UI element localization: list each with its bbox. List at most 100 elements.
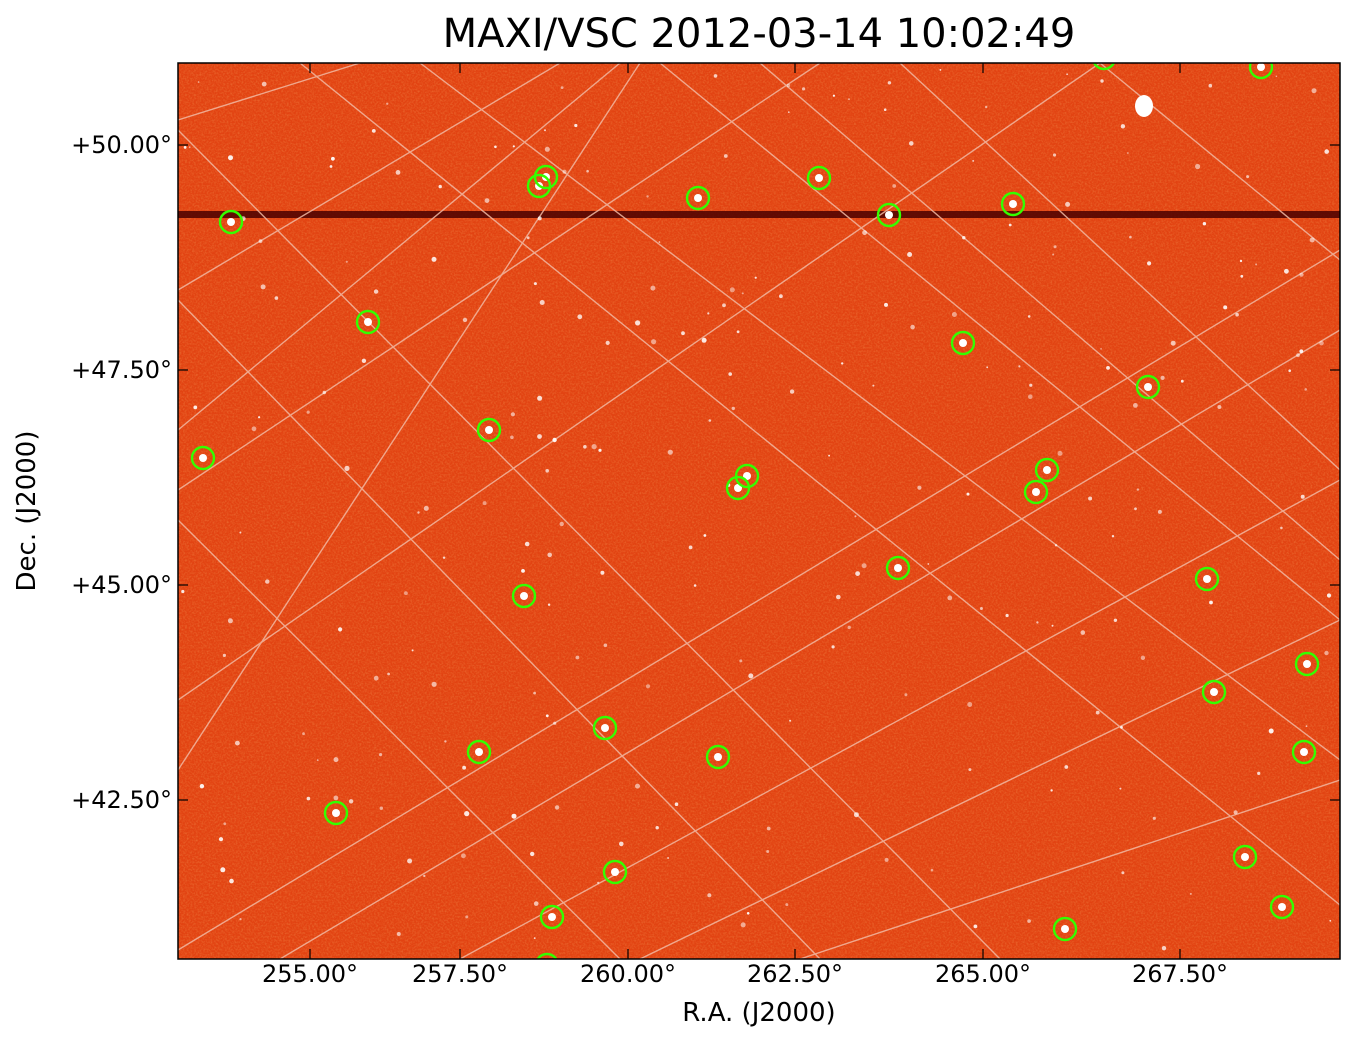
faint-source [786, 83, 791, 88]
faint-source [1195, 163, 1201, 170]
faint-source [537, 434, 542, 439]
faint-source [1246, 175, 1250, 179]
faint-source [1064, 765, 1069, 769]
source-marker [476, 417, 502, 443]
faint-source [302, 732, 305, 736]
point-source [734, 484, 742, 492]
faint-source [729, 287, 735, 293]
faint-source [188, 146, 191, 149]
source-marker [876, 202, 902, 228]
faint-source [1240, 274, 1244, 278]
faint-source [1121, 871, 1125, 875]
faint-source [512, 145, 515, 148]
faint-source [484, 198, 490, 204]
x-tick-label: 255.00° [262, 960, 358, 988]
faint-source [972, 159, 975, 162]
source-marker [885, 555, 911, 581]
faint-source [251, 426, 257, 432]
point-source [743, 472, 751, 480]
faint-source [547, 603, 551, 606]
faint-source [848, 98, 850, 101]
faint-source [379, 806, 383, 810]
source-marker [1092, 63, 1116, 71]
grid-line [178, 299, 821, 959]
grid-line [759, 63, 1340, 561]
faint-source [395, 170, 401, 175]
faint-source [199, 784, 205, 789]
faint-source [1088, 496, 1093, 501]
faint-source [239, 531, 242, 534]
faint-source [1120, 725, 1123, 729]
faint-source [650, 285, 656, 291]
faint-source [218, 837, 224, 842]
x-tick-label: 257.50° [412, 960, 508, 988]
faint-source [361, 358, 367, 363]
x-tick-label: 260.00° [580, 960, 676, 988]
faint-source [1057, 450, 1063, 456]
grid-line [639, 619, 1340, 959]
faint-source [836, 594, 841, 600]
faint-source [329, 165, 333, 168]
source-marker [1135, 374, 1161, 400]
grid-line [178, 63, 361, 121]
faint-source [1095, 710, 1100, 715]
faint-source [533, 282, 537, 286]
faint-source [962, 236, 966, 240]
point-source [1100, 54, 1108, 62]
source-marker [1194, 566, 1220, 592]
source-marker [685, 185, 711, 211]
dark-stripe [178, 211, 1340, 218]
source-marker [950, 330, 976, 356]
point-source [1300, 748, 1308, 756]
faint-source [575, 655, 580, 660]
grid-line [178, 129, 1001, 959]
faint-source [731, 406, 735, 411]
faint-source [703, 534, 707, 537]
point-source [885, 211, 893, 219]
faint-source [1170, 340, 1176, 346]
faint-source [847, 625, 851, 630]
faint-source [1100, 79, 1104, 83]
faint-source [651, 339, 657, 345]
faint-source [348, 799, 354, 804]
source-marker [511, 583, 537, 609]
faint-source [338, 627, 343, 632]
source-marker [1023, 479, 1049, 505]
source-marker [1201, 679, 1227, 705]
faint-source [986, 366, 989, 369]
faint-source [1052, 153, 1057, 157]
faint-source [442, 556, 446, 559]
faint-source [1008, 223, 1012, 227]
faint-source [533, 901, 539, 906]
grid-line [899, 63, 1340, 471]
faint-source [552, 437, 557, 443]
faint-source [1288, 369, 1291, 373]
point-source [548, 913, 556, 921]
x-tick-label: 267.50° [1132, 960, 1228, 988]
faint-source [423, 874, 426, 878]
faint-source [583, 445, 587, 449]
faint-source [828, 454, 830, 457]
faint-source [646, 195, 649, 198]
faint-source [431, 681, 437, 687]
faint-source [193, 405, 198, 410]
point-source [485, 426, 493, 434]
faint-source [1036, 621, 1039, 624]
faint-source [979, 607, 983, 610]
faint-source [1127, 152, 1129, 154]
grid-line [178, 63, 641, 771]
faint-source [861, 563, 867, 569]
faint-source [789, 389, 795, 394]
source-markers [190, 63, 1320, 959]
faint-source [562, 169, 567, 174]
faint-source [887, 81, 892, 85]
grid-line [178, 63, 561, 291]
grid-line [178, 63, 821, 491]
faint-source [1233, 810, 1238, 815]
faint-source [884, 302, 888, 307]
source-marker [725, 475, 751, 501]
faint-source [545, 714, 549, 718]
faint-source [707, 893, 712, 898]
faint-source [306, 410, 310, 414]
point-source [694, 194, 702, 202]
